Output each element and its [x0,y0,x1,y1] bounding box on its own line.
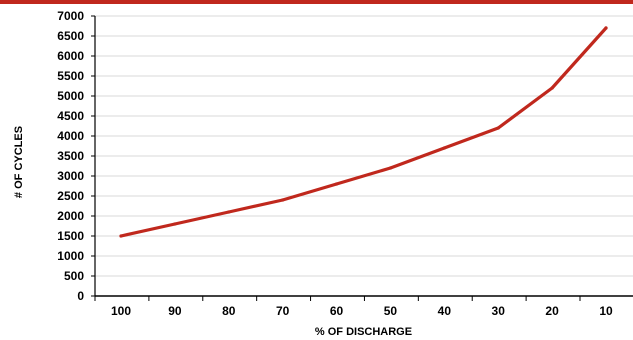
x-tick-label: 20 [545,304,559,318]
y-tick-label: 5000 [57,89,84,103]
y-axis-title: # OF CYCLES [13,126,25,198]
y-tick-label: 3000 [57,169,84,183]
x-tick-label: 60 [330,304,344,318]
series-layer [119,26,608,238]
y-tick-label: 7000 [57,9,84,23]
y-tick-label: 3500 [57,149,84,163]
series-point [604,26,608,30]
y-tick-labels: 0 500 1000 1500 2000 2500 3000 3500 4000 4500 5000… [57,9,84,303]
x-tick-labels: 100 90 80 70 60 50 40 30 20 10 [111,304,613,318]
grid-lines [95,15,633,277]
series-point [388,166,393,170]
y-tick-label: 5500 [57,69,84,83]
x-tick-label: 80 [222,304,236,318]
y-tick-label: 2000 [57,209,84,223]
y-tick-label: 2500 [57,189,84,203]
series-line [119,26,608,238]
series-point [496,126,500,130]
x-tick-label: 10 [599,304,613,318]
y-tick-label: 4500 [57,109,84,123]
x-tick-label: 100 [111,304,131,318]
x-axis-title: % OF DISCHARGE [315,326,412,338]
series-point [281,198,285,202]
x-tick-label: 90 [168,304,182,318]
y-tick-label: 6500 [57,29,84,43]
x-tick-label: 50 [384,304,398,318]
top-accent-bar [0,0,633,4]
y-tick-label: 1000 [57,249,84,263]
series-point [550,86,554,90]
axes [91,15,633,301]
series-point [173,222,177,226]
y-tick-label: 4000 [57,129,84,143]
y-tick-label: 500 [64,269,84,283]
series-point [119,234,123,238]
y-tick-label: 1500 [57,229,84,243]
series-point [227,210,231,214]
series-point [334,182,339,186]
series-point [442,146,446,150]
y-tick-label: 6000 [57,49,84,63]
x-tick-label: 70 [276,304,290,318]
x-tick-label: 30 [492,304,506,318]
y-tick-label: 0 [77,289,84,303]
x-tick-label: 40 [438,304,452,318]
